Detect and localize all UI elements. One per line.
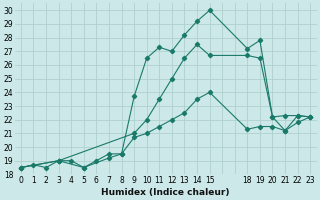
X-axis label: Humidex (Indice chaleur): Humidex (Indice chaleur) [101,188,230,197]
